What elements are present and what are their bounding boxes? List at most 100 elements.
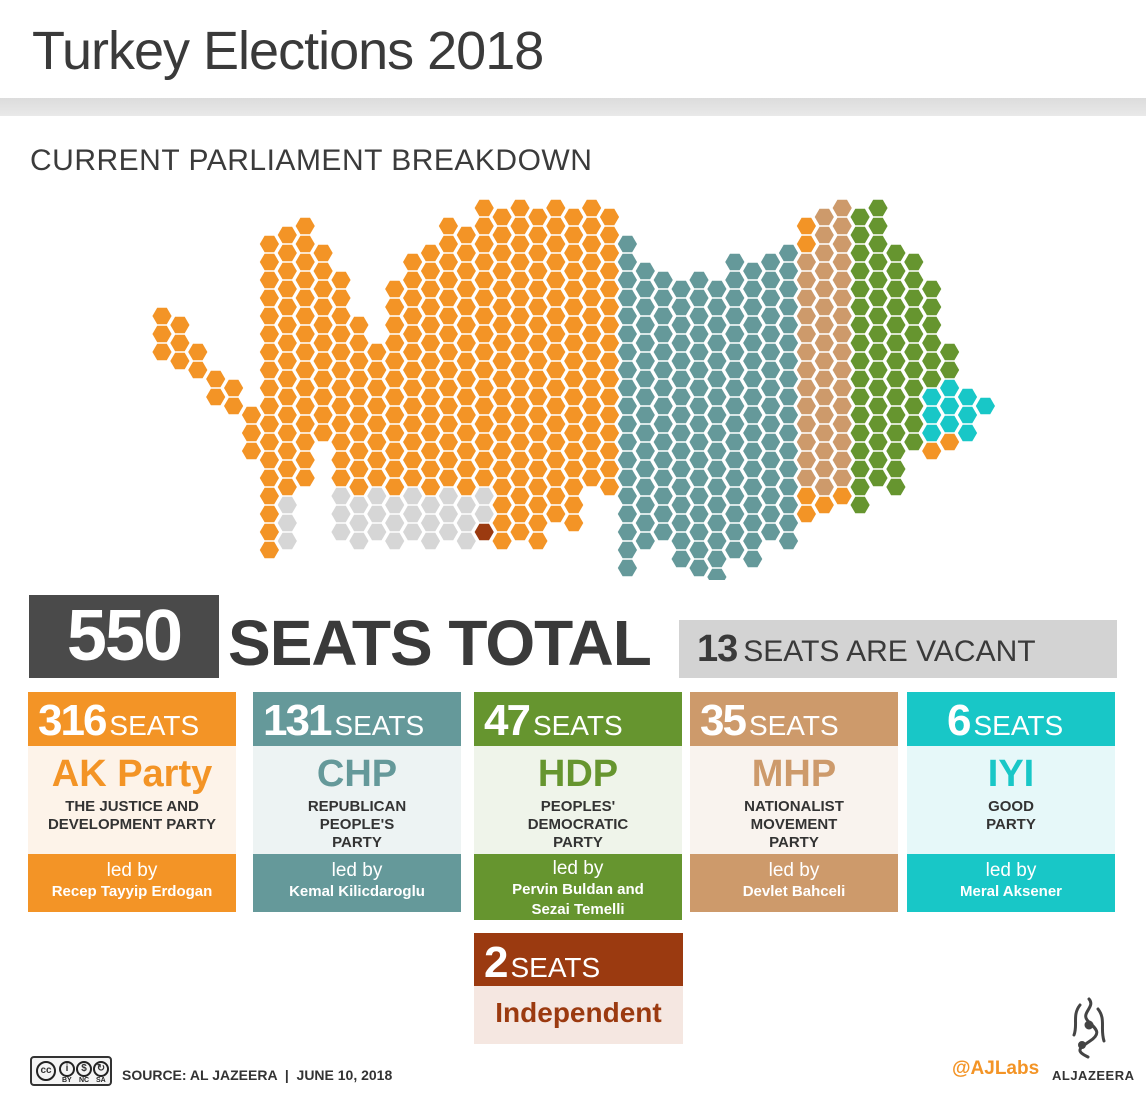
seat-hexagon xyxy=(546,361,566,379)
seat-hexagon xyxy=(778,298,799,316)
seat-hexagon xyxy=(546,433,566,451)
seat-hexagon xyxy=(868,199,888,217)
seat-hexagon xyxy=(671,550,691,568)
seat-hexagon xyxy=(743,352,763,370)
seat-hexagon xyxy=(152,307,172,325)
seat-hexagon xyxy=(474,253,494,271)
seat-hexagon xyxy=(671,496,691,514)
seat-hexagon xyxy=(796,361,816,379)
seat-hexagon xyxy=(510,433,530,451)
seat-hexagon xyxy=(403,451,423,469)
noncommercial-icon: $ xyxy=(76,1061,92,1077)
seat-hexagon xyxy=(385,388,405,406)
seat-hexagon xyxy=(922,334,942,352)
seat-hexagon xyxy=(671,424,691,442)
seat-hexagon xyxy=(832,433,852,451)
seat-hexagon xyxy=(814,388,834,406)
seat-hexagon xyxy=(546,397,566,415)
seat-hexagon xyxy=(922,298,942,316)
seat-hexagon xyxy=(653,451,673,469)
seat-hexagon xyxy=(492,280,512,298)
seat-hexagon xyxy=(904,379,924,397)
seat-hexagon xyxy=(582,253,602,271)
seat-hexagon xyxy=(671,388,691,406)
seat-hexagon xyxy=(564,226,584,244)
seat-hexagon xyxy=(510,343,530,361)
seat-hexagon xyxy=(725,451,745,469)
seat-hexagon xyxy=(832,487,852,505)
seat-hexagon xyxy=(456,226,476,244)
seat-hexagon xyxy=(420,244,441,262)
seat-hexagon xyxy=(474,469,494,487)
party-seat-count: 47 xyxy=(484,696,531,745)
seat-hexagon xyxy=(940,379,960,397)
seat-hexagon xyxy=(671,370,691,388)
seat-hexagon xyxy=(510,415,530,433)
seat-hexagon xyxy=(671,442,691,460)
seat-hexagon xyxy=(331,523,351,541)
seat-hexagon xyxy=(617,487,637,505)
seat-hexagon xyxy=(474,217,494,235)
party-seat-count: 6 xyxy=(947,696,972,745)
seat-hexagon xyxy=(599,478,620,496)
seat-hexagon xyxy=(761,253,781,271)
seat-hexagon xyxy=(564,280,584,298)
seat-hexagon xyxy=(635,442,655,460)
seat-hexagon xyxy=(582,217,602,235)
seat-hexagon xyxy=(403,397,423,415)
vacant-seats-number: 13 xyxy=(697,628,738,670)
seat-hexagon xyxy=(474,325,494,343)
seat-hexagon xyxy=(331,415,351,433)
seat-hexagon xyxy=(349,316,369,334)
seat-hexagon xyxy=(582,397,602,415)
seat-hexagon xyxy=(385,442,405,460)
seat-hexagon xyxy=(689,343,709,361)
seat-hexagon xyxy=(546,271,566,289)
seat-hexagon xyxy=(582,307,602,325)
seat-hexagon xyxy=(689,289,709,307)
seat-hexagon xyxy=(743,280,763,298)
independent-seat-count: 2 xyxy=(484,938,509,987)
seat-hexagon xyxy=(420,370,441,388)
seat-hexagon xyxy=(564,514,584,532)
seat-hexagon xyxy=(385,352,405,370)
seat-hexagon xyxy=(671,478,691,496)
led-by-label: led by xyxy=(106,860,158,881)
seat-hexagon xyxy=(510,217,530,235)
seat-hexagon xyxy=(886,406,906,424)
seat-hexagon xyxy=(796,379,816,397)
cc-icon: cc xyxy=(36,1061,56,1081)
seat-hexagon xyxy=(904,289,924,307)
seat-hexagon xyxy=(743,406,763,424)
seat-hexagon xyxy=(725,253,745,271)
seat-hexagon xyxy=(886,334,906,352)
seat-hexagon xyxy=(671,406,691,424)
seat-hexagon xyxy=(940,397,960,415)
seat-hexagon xyxy=(474,487,494,505)
seat-hexagon xyxy=(349,496,369,514)
seat-hexagon xyxy=(313,244,333,262)
seat-hexagon xyxy=(546,343,566,361)
seat-hexagon xyxy=(385,460,405,478)
seat-hexagon xyxy=(689,307,709,325)
seat-hexagon xyxy=(975,397,995,415)
seat-hexagon xyxy=(904,325,924,343)
seat-hexagon xyxy=(957,388,978,406)
seat-hexagon xyxy=(814,460,834,478)
seat-hexagon xyxy=(564,442,584,460)
seat-hexagon xyxy=(707,370,727,388)
seat-hexagon xyxy=(438,361,458,379)
seat-hexagon xyxy=(403,469,423,487)
seat-hexagon xyxy=(743,478,763,496)
seat-hexagon xyxy=(868,325,888,343)
seat-hexagon xyxy=(850,280,870,298)
seat-hexagon xyxy=(778,334,799,352)
seat-hexagon xyxy=(850,208,870,226)
seat-hexagon xyxy=(277,388,297,406)
seat-hexagon xyxy=(456,280,476,298)
seat-hexagon xyxy=(725,289,745,307)
seat-hexagon xyxy=(349,442,369,460)
seat-hexagon xyxy=(922,424,942,442)
party-leader-panel: led by Kemal Kilicdaroglu xyxy=(253,854,461,912)
seat-hexagon xyxy=(796,397,816,415)
